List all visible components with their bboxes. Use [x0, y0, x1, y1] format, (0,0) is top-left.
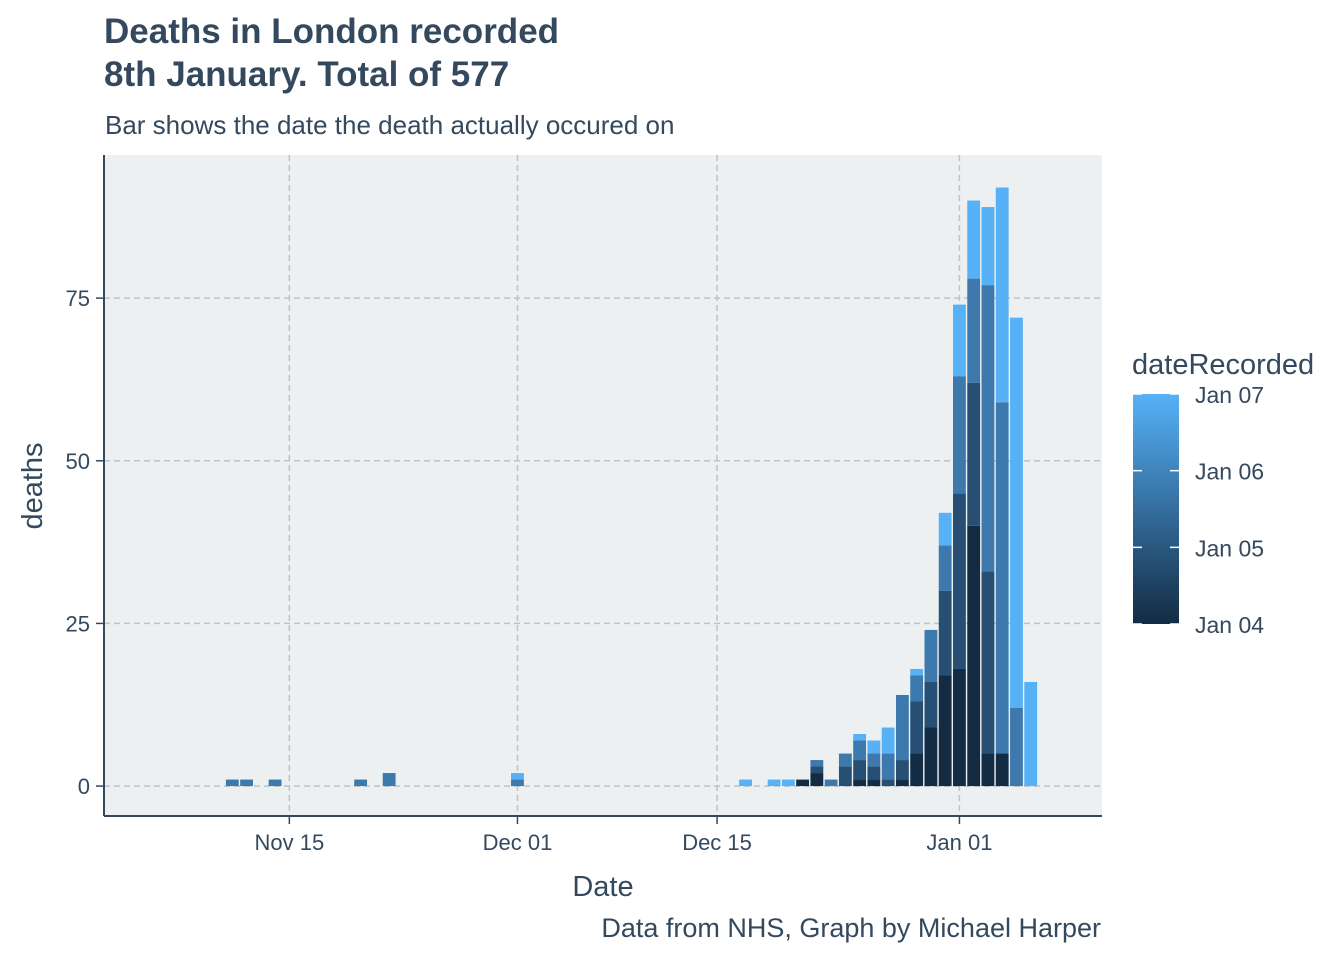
bar-segment [953, 493, 966, 669]
legend-label: Jan 07 [1195, 382, 1264, 408]
bar-segment [981, 571, 995, 754]
bar-segment [910, 753, 924, 787]
bar-segment [995, 187, 1009, 403]
bar-segment [924, 629, 938, 682]
bar-segment [1010, 317, 1023, 709]
bar-segment [910, 668, 924, 676]
legend-label: Jan 06 [1195, 459, 1264, 485]
bar-segment [981, 207, 995, 286]
bar-segment [853, 734, 867, 741]
bar-segment [924, 681, 938, 728]
bar-segment [867, 766, 881, 780]
bar-segment [967, 200, 981, 279]
bars [225, 187, 1038, 787]
bar-segment [240, 779, 253, 787]
title-line-1: Deaths in London recorded [104, 12, 560, 51]
bar-segment [838, 753, 852, 767]
bar-segment [967, 278, 981, 383]
bar-segment [953, 668, 966, 787]
title-line-2: 8th January. Total of 577 [104, 55, 510, 94]
bar-segment [810, 760, 824, 767]
bar-segment [268, 779, 282, 787]
bar-segment [924, 727, 938, 787]
bar-segment [867, 779, 881, 787]
plot-panel [104, 155, 1102, 816]
chart-caption: Data from NHS, Graph by Michael Harper [601, 913, 1101, 943]
bar-segment [225, 779, 239, 787]
legend-colorbar [1133, 394, 1179, 624]
bar-segment [511, 779, 524, 787]
legend: dateRecorded Jan 07 Jan 06 Jan 05 Jan 04 [1132, 349, 1314, 638]
bar-segment [867, 753, 881, 767]
x-tick-label: Nov 15 [254, 830, 324, 855]
chart-title: Deaths in London recorded 8th January. T… [104, 10, 559, 96]
legend-labels: Jan 07 Jan 06 Jan 05 Jan 04 [1133, 382, 1264, 638]
bar-segment [910, 701, 924, 754]
bar-segment [981, 285, 995, 572]
bar-segment [853, 740, 867, 761]
axis-ticks: 0 25 50 75 Nov 15 Dec 01 Dec 15 Jan 01 [66, 286, 993, 855]
bar-segment [895, 760, 909, 780]
bar-segment [881, 727, 895, 754]
x-tick-label: Dec 01 [483, 830, 553, 855]
y-tick-label: 25 [66, 611, 90, 636]
bar-segment [953, 376, 966, 494]
bar-segment [1010, 708, 1023, 787]
y-tick-label: 75 [66, 286, 90, 311]
bar-segment [881, 779, 895, 787]
x-tick-label: Dec 15 [682, 830, 752, 855]
bar-segment [995, 402, 1009, 754]
bar-segment [981, 753, 995, 787]
bar-segment [838, 766, 852, 787]
bar-segment [853, 760, 867, 780]
bar-segment [881, 753, 895, 780]
bar-segment [967, 525, 981, 787]
bar-segment [810, 766, 824, 774]
legend-title: dateRecorded [1132, 349, 1314, 381]
bar-segment [511, 773, 524, 780]
bar-segment [867, 740, 881, 754]
y-tick-label: 0 [78, 774, 90, 799]
bar-segment [938, 545, 952, 591]
y-tick-label: 50 [66, 449, 90, 474]
bar-segment [824, 779, 838, 787]
bar-segment [995, 753, 1009, 787]
legend-label: Jan 04 [1195, 612, 1264, 638]
x-axis-label: Date [572, 871, 633, 903]
bar-segment [767, 779, 781, 787]
x-tick-label: Jan 01 [926, 830, 992, 855]
bar-segment [938, 512, 952, 546]
bar-segment [853, 779, 867, 787]
bar-segment [781, 779, 795, 787]
bar-segment [739, 779, 752, 787]
bar-segment [910, 675, 924, 702]
bar-segment [895, 779, 909, 787]
bar-segment [810, 773, 824, 787]
chart-subtitle: Bar shows the date the death actually oc… [105, 110, 675, 140]
bar-segment [938, 675, 952, 787]
bar-segment [953, 304, 966, 377]
y-axis-label: deaths [17, 442, 49, 529]
bar-segment [938, 590, 952, 676]
bar-segment [1024, 681, 1038, 787]
legend-label: Jan 05 [1195, 535, 1264, 561]
bar-segment [895, 694, 909, 761]
bar-segment [967, 382, 981, 526]
bar-segment [354, 779, 368, 787]
bar-segment [382, 773, 396, 787]
bar-segment [796, 779, 810, 787]
